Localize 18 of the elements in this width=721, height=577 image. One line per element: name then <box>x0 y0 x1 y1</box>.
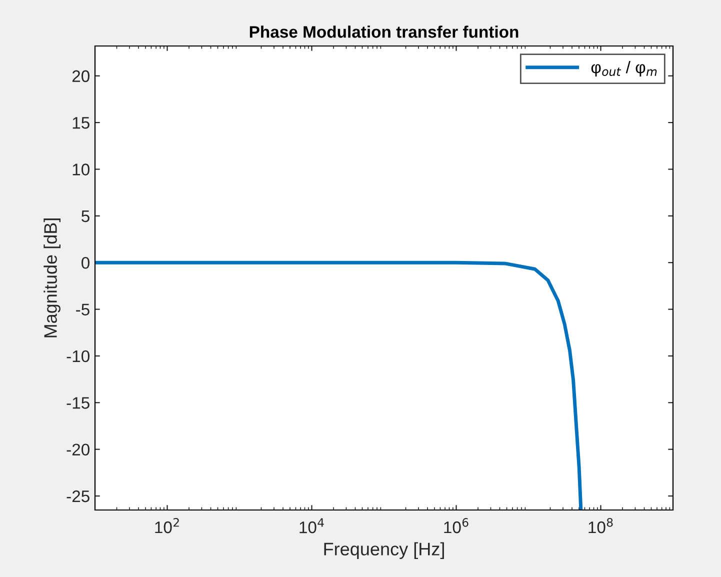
y-tick-label: -10 <box>66 350 90 362</box>
y-tick-label: 10 <box>72 164 90 176</box>
y-tick-label: 15 <box>72 117 90 129</box>
y-tick-label: 5 <box>82 210 90 222</box>
x-tick-label: 10$^{2}$ <box>155 518 179 534</box>
legend-label: φ$_{out}$ / φ$_{m}$ <box>591 61 657 77</box>
y-tick-label: 0 <box>82 256 90 269</box>
chart-title: Phase Modulation transfer funtion <box>250 26 518 38</box>
x-tick-label: 10$^{6}$ <box>444 518 468 534</box>
x-axis-title: Frequency [Hz] <box>324 542 444 560</box>
x-tick-label: 10$^{4}$ <box>300 518 324 534</box>
y-tick-label: -5 <box>76 304 90 316</box>
y-tick-label: -25 <box>66 490 90 502</box>
y-axis-title: Magnitude [dB] <box>44 218 60 338</box>
x-tick-label: 10$^{8}$ <box>588 518 613 534</box>
y-tick-label: 20 <box>72 70 90 82</box>
y-tick-label: -20 <box>66 444 90 456</box>
y-tick-label: -15 <box>66 397 90 409</box>
